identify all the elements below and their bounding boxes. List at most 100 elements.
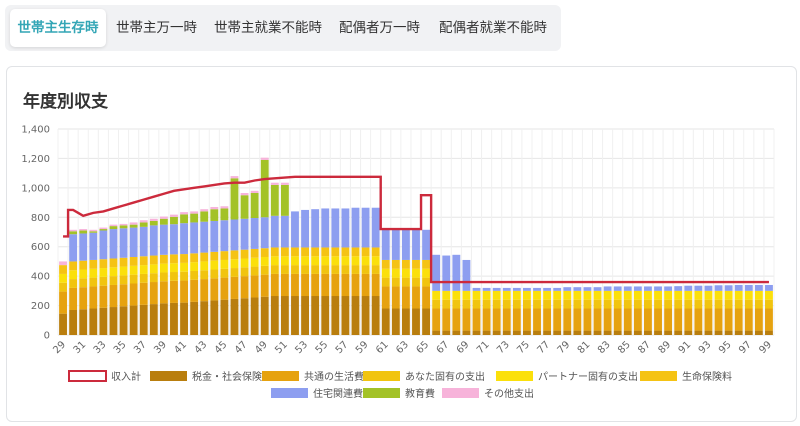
bar-segment-education xyxy=(69,231,78,235)
bar-segment-you xyxy=(180,271,188,281)
bar-segment-partner xyxy=(200,261,209,271)
bar-segment-partner xyxy=(190,262,199,271)
bar-segment-you xyxy=(664,299,673,309)
tab-owner-alive[interactable]: 世帯主生存時 xyxy=(10,9,106,47)
bar-segment-you xyxy=(190,270,199,280)
legend-swatch-tax xyxy=(150,371,187,381)
bar-segment-housing xyxy=(714,285,723,291)
bar-segment-you xyxy=(492,299,501,309)
x-tick-label: 77 xyxy=(535,339,552,356)
bar-segment-you xyxy=(240,267,249,277)
bar-segment-partner xyxy=(553,290,562,300)
bar-segment-partner xyxy=(644,290,652,300)
bar-segment-you xyxy=(361,265,370,274)
bar-segment-insurance xyxy=(220,251,229,260)
bar-segment-education xyxy=(170,216,178,225)
bar-segment-partner xyxy=(714,290,723,300)
bar-segment-tax xyxy=(99,307,108,335)
tab-spouse-death[interactable]: 配偶者万一時 xyxy=(339,20,420,36)
bar-segment-tax xyxy=(422,308,431,335)
bar-segment-housing xyxy=(623,286,632,291)
x-tick-label: 45 xyxy=(213,339,230,356)
tab-owner-disability[interactable]: 世帯主就業不能時 xyxy=(214,20,322,36)
bar-segment-common xyxy=(79,287,88,310)
bar-segment-other xyxy=(109,224,118,227)
bar-segment-insurance xyxy=(412,259,420,269)
bar-segment-other xyxy=(270,182,279,185)
bar-segment-housing xyxy=(583,287,592,291)
bar-segment-education xyxy=(220,208,229,221)
bar-segment-you xyxy=(159,272,168,282)
x-tick-label: 93 xyxy=(697,339,714,356)
bar-segment-tax xyxy=(623,330,632,335)
bar-segment-common xyxy=(99,285,108,308)
bar-segment-you xyxy=(613,299,622,309)
bar-segment-you xyxy=(89,277,98,287)
bar-segment-insurance xyxy=(129,257,138,266)
bar-segment-partner xyxy=(472,290,481,300)
bar-segment-common xyxy=(129,283,138,306)
bar-segment-housing xyxy=(704,285,713,291)
bar-segment-housing xyxy=(149,225,158,256)
bar-segment-you xyxy=(734,299,743,309)
bar-segment-partner xyxy=(280,256,289,266)
bar-segment-housing xyxy=(260,217,269,249)
bar-segment-insurance xyxy=(311,247,320,257)
bar-segment-housing xyxy=(654,286,662,291)
bar-segment-partner xyxy=(694,290,703,300)
bar-segment-insurance xyxy=(351,247,360,257)
bar-segment-housing xyxy=(371,207,380,248)
x-tick-label: 89 xyxy=(656,339,673,356)
bar-segment-tax xyxy=(391,308,400,335)
bar-segment-you xyxy=(351,265,360,274)
bar-segment-tax xyxy=(59,313,67,335)
bar-segment-tax xyxy=(502,330,511,335)
bar-segment-insurance xyxy=(89,259,98,269)
bar-segment-you xyxy=(754,299,763,309)
bar-segment-insurance xyxy=(170,254,178,264)
bar-segment-housing xyxy=(301,209,310,248)
bar-segment-you xyxy=(432,299,441,309)
bar-segment-housing xyxy=(422,229,431,260)
x-tick-label: 43 xyxy=(193,339,210,356)
x-tick-label: 69 xyxy=(455,339,472,356)
bar-segment-housing xyxy=(684,285,693,291)
bar-segment-education xyxy=(240,195,249,219)
legend-swatch-other xyxy=(442,388,479,398)
tab-spouse-disability[interactable]: 配偶者就業不能時 xyxy=(439,20,547,36)
bar-segment-housing xyxy=(744,284,753,291)
bar-segment-tax xyxy=(200,301,209,335)
bar-segment-common xyxy=(714,308,723,331)
bar-segment-insurance xyxy=(361,247,370,257)
bar-segment-insurance xyxy=(341,247,350,257)
bar-segment-common xyxy=(391,286,400,309)
legend-label-education: 教育費 xyxy=(405,387,435,400)
bar-segment-partner xyxy=(704,290,713,300)
bar-segment-common xyxy=(280,273,289,297)
bar-segment-partner xyxy=(664,290,673,300)
bar-segment-housing xyxy=(119,228,128,258)
bar-segment-tax xyxy=(159,303,168,335)
bar-segment-partner xyxy=(674,290,683,300)
bar-segment-you xyxy=(99,276,108,286)
bar-segment-tax xyxy=(573,330,582,335)
bar-segment-partner xyxy=(603,290,612,300)
bar-segment-education xyxy=(250,193,259,219)
bar-segment-tax xyxy=(119,306,128,335)
bar-segment-other xyxy=(250,190,259,194)
bar-segment-education xyxy=(200,211,209,222)
legend-label-housing: 住宅関連費 xyxy=(313,387,363,400)
bar-segment-insurance xyxy=(109,258,118,268)
tab-owner-death[interactable]: 世帯主万一時 xyxy=(116,20,197,36)
bar-segment-common xyxy=(432,308,441,331)
bar-segment-education xyxy=(109,226,118,230)
bar-segment-you xyxy=(623,299,632,309)
bar-segment-insurance xyxy=(200,252,209,262)
bar-segment-you xyxy=(654,299,662,309)
bar-segment-common xyxy=(533,308,541,331)
bar-segment-housing xyxy=(240,218,249,250)
bar-segment-education xyxy=(139,222,148,227)
bar-segment-education xyxy=(129,224,138,228)
bar-segment-housing xyxy=(734,284,743,291)
bar-segment-you xyxy=(603,299,612,309)
